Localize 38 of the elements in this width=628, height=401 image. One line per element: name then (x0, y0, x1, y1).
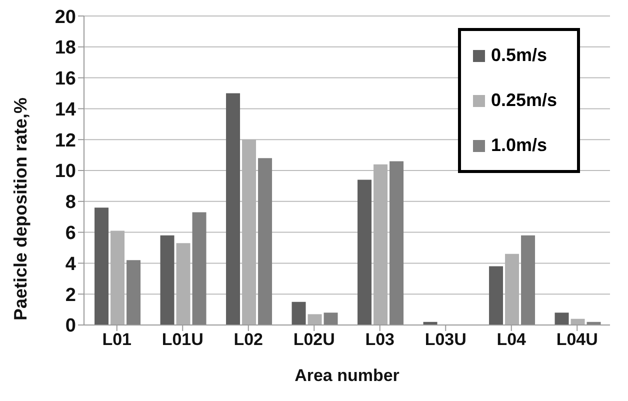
y-tick-label: 10 (54, 161, 76, 182)
x-tick-label: L02U (293, 330, 335, 350)
x-axis-title: Area number (294, 366, 400, 385)
y-tick-label: 14 (54, 99, 76, 120)
bar (358, 180, 372, 325)
y-tick-label: 6 (65, 223, 76, 244)
bar (226, 93, 240, 325)
bar (94, 208, 109, 325)
legend-label: 1.0m/s (490, 135, 547, 156)
x-tick-label: L04U (556, 330, 598, 350)
bar (521, 235, 536, 325)
x-tick-label: L03 (365, 330, 395, 350)
legend-label: 0.5m/s (490, 45, 547, 66)
bar (324, 312, 338, 325)
y-axis-title: Paeticle deposition rate,% (10, 97, 30, 320)
y-tick-label: 4 (65, 254, 76, 275)
y-tick-label: 12 (54, 130, 76, 152)
y-tick-label: 8 (65, 192, 76, 214)
y-tick-label: 20 (54, 6, 76, 28)
legend-label: 0.25m/s (490, 90, 557, 111)
y-tick-label: 0 (65, 316, 76, 337)
bar (292, 302, 306, 325)
x-tick-label: L04 (496, 330, 527, 350)
bar (554, 312, 569, 325)
bar (126, 260, 141, 325)
x-tick-label: L01 (102, 330, 132, 350)
y-tick-label: 18 (54, 38, 76, 59)
bar (160, 235, 174, 325)
x-tick-label: L02 (234, 330, 264, 350)
y-tick-label: 16 (54, 68, 76, 90)
x-tick-label: L03U (424, 330, 466, 350)
bar (192, 212, 206, 325)
bar (258, 158, 272, 325)
x-tick-label: L01U (162, 330, 204, 350)
y-tick-label: 2 (65, 284, 76, 306)
bar (390, 161, 404, 325)
bar (489, 266, 504, 325)
bar (308, 314, 322, 325)
